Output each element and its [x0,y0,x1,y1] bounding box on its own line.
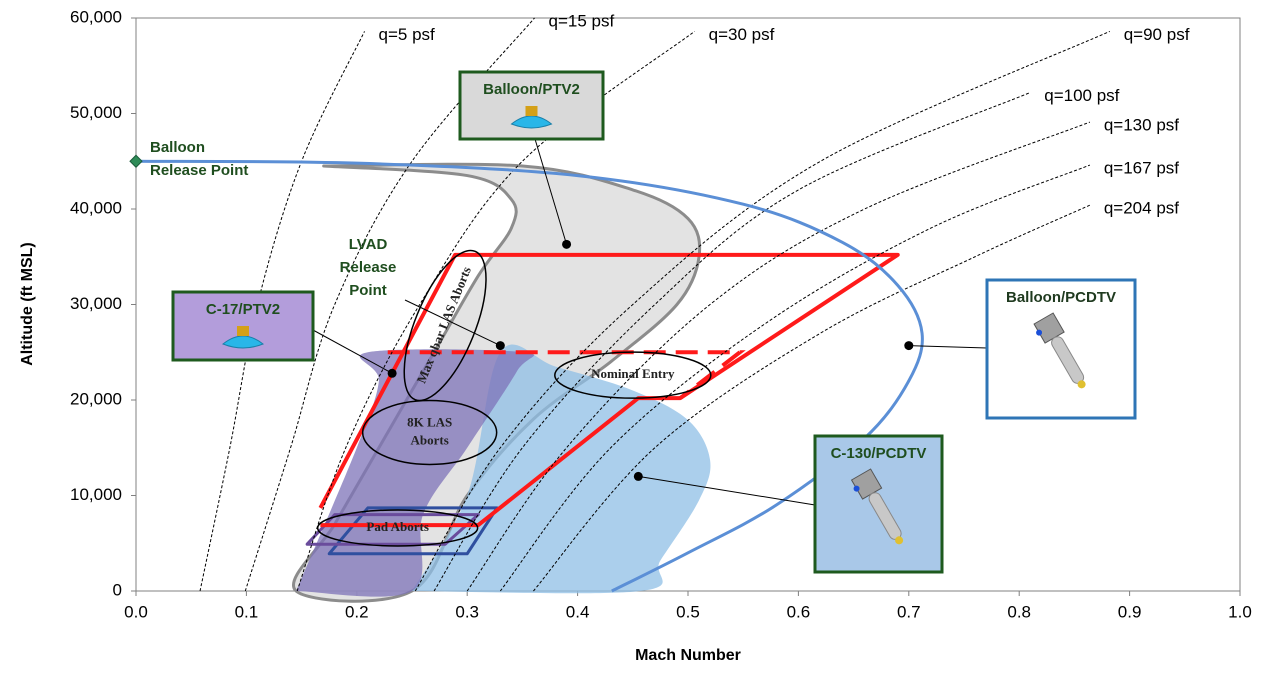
leader-line [908,345,988,349]
callout-point [562,239,572,249]
vehicle-icon [853,485,860,492]
q-line [244,17,535,592]
envelope-line [135,159,924,593]
leader-line [534,138,568,245]
vehicle-icon [1036,329,1043,336]
leader-line [638,475,816,506]
callout-box [458,70,605,141]
x-tick-label: 0.7 [897,602,921,621]
vehicle-icon [1077,380,1086,389]
callout-label: C-130/PCDTV [831,445,927,462]
q-label: q=90 psf [1124,25,1190,44]
vehicle-icon [237,326,249,336]
q-line [414,30,1110,592]
y-tick-label: 60,000 [70,7,122,26]
leader-line [404,299,501,347]
annotation-ellipse [316,509,479,547]
release-point [495,341,505,351]
point-label: Release [340,259,397,276]
annotation: Nominal Entry [554,351,712,399]
x-tick-label: 0.8 [1007,602,1031,621]
callout-point [904,341,914,351]
y-tick-label: 50,000 [70,103,122,122]
release-point [129,154,143,168]
q-label: q=30 psf [709,25,775,44]
x-tick-label: 0.0 [124,602,148,621]
x-tick-label: 0.6 [787,602,811,621]
annotation-ellipse [403,249,487,402]
y-tick-label: 0 [113,580,122,599]
q-label: q=5 psf [379,25,436,44]
q-label: q=167 psf [1104,159,1179,178]
y-axis-title: Altitude (ft MSL) [19,242,36,366]
callout-point [633,471,643,481]
callout-label: C-17/PTV2 [206,301,280,318]
q-label: q=204 psf [1104,199,1179,218]
vehicle-icon [525,106,538,116]
annotation-ellipse [361,399,498,466]
x-tick-label: 0.2 [345,602,369,621]
region [296,349,535,597]
x-tick-label: 0.5 [676,602,700,621]
q-line [433,92,1031,592]
vehicle-icon [1033,312,1086,389]
annotation-text: Nominal Entry [591,366,675,381]
y-tick-label: 30,000 [70,294,122,313]
annotation-text: 8K LAS [407,414,452,429]
vehicle-icon [222,335,264,349]
dashed-line [387,350,746,400]
q-label: q=130 psf [1104,116,1179,135]
q-line [296,30,695,592]
annotation-ellipse [554,351,712,399]
q-line [466,121,1091,592]
y-tick-label: 40,000 [70,198,122,217]
vehicle-icon [895,536,904,545]
x-tick-label: 0.1 [235,602,259,621]
callout-point [387,368,397,378]
x-tick-label: 1.0 [1228,602,1252,621]
point-label: Balloon [150,139,205,156]
y-tick-label: 10,000 [70,485,122,504]
annotation: Pad Aborts [316,509,479,547]
annotation: 8K LAS Aborts [361,399,498,466]
q-line [533,204,1091,592]
leader-line [312,329,393,374]
callout-label: Balloon/PTV2 [483,81,580,98]
point-label: LVAD [349,236,388,253]
q-line [499,164,1091,592]
point-label: Release Point [150,162,248,179]
x-tick-label: 0.3 [455,602,479,621]
point-label: Point [349,282,387,299]
y-tick-label: 20,000 [70,389,122,408]
x-axis-title: Mach Number [635,647,741,664]
x-tick-label: 0.9 [1118,602,1142,621]
annotation-text: Pad Aborts [366,519,428,534]
q-label: q=100 psf [1044,86,1119,105]
vehicle-icon [850,468,904,545]
x-tick-label: 0.4 [566,602,590,621]
annotation-text: Aborts [411,432,449,447]
q-label: q=15 psf [549,11,615,30]
vehicle-icon [510,115,553,129]
callout-label: Balloon/PCDTV [1006,289,1116,306]
